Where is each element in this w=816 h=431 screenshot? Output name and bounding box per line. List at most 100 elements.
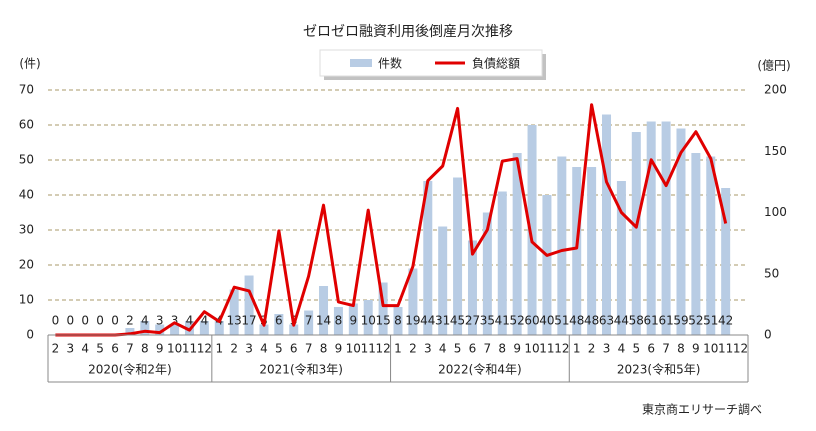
bar-value-label: 7 [305,314,313,328]
y2-tick-label: 200 [764,83,787,97]
x-tick-label: 9 [513,342,521,356]
bar-value-label: 45 [450,314,465,328]
bar [259,324,269,335]
bar-value-label: 15 [375,314,390,328]
bar-value-label: 52 [510,314,525,328]
y2-tick-label: 100 [764,205,787,219]
bar [572,167,582,335]
bar [497,191,507,335]
y2-tick-label: 150 [764,144,787,158]
y-tick-label: 10 [19,293,34,307]
bar [199,321,209,335]
bar-value-label: 40 [539,314,554,328]
bar [631,132,641,335]
x-tick-label: 5 [632,342,640,356]
bar-value-label: 4 [201,314,209,328]
bar-value-label: 13 [227,314,242,328]
bar-value-label: 0 [96,314,104,328]
bar-value-label: 44 [420,314,435,328]
x-tick-label: 1 [215,342,223,356]
x-tick-label: 2 [52,342,60,356]
x-tick-label: 11 [361,342,376,356]
bar-value-label: 61 [644,314,659,328]
x-tick-label: 6 [469,342,477,356]
y-tick-label: 50 [19,153,34,167]
bar-value-label: 19 [405,314,420,328]
bar-value-label: 6 [275,314,283,328]
x-tick-label: 4 [618,342,626,356]
x-tick-label: 6 [111,342,119,356]
bar [408,268,418,335]
bar [319,286,329,335]
x-tick-label: 4 [81,342,89,356]
bar-value-label: 0 [81,314,89,328]
x-tick-label: 3 [603,342,611,356]
bar [706,156,716,335]
group-label: 2022(令和4年) [438,362,522,377]
bar-value-label: 35 [480,314,495,328]
x-tick-label: 12 [197,342,212,356]
bar [423,181,433,335]
x-tick-label: 10 [346,342,361,356]
x-tick-label: 8 [498,342,506,356]
bar-value-label: 10 [361,314,376,328]
x-tick-label: 9 [692,342,700,356]
group-label: 2023(令和5年) [617,362,701,377]
y-axis-unit: (件) [19,57,40,71]
bar-value-label: 27 [465,314,480,328]
x-tick-label: 6 [290,342,298,356]
x-tick-label: 2 [409,342,417,356]
bar-value-label: 0 [52,314,60,328]
line-series [55,103,728,337]
x-tick-label: 5 [275,342,283,356]
bar [542,195,552,335]
bar [691,153,701,335]
bar-value-label: 48 [584,314,599,328]
y2-tick-label: 0 [764,328,772,342]
x-tick-label: 12 [554,342,569,356]
x-tick-label: 5 [454,342,462,356]
bar [661,121,671,335]
x-tick-label: 2 [230,342,238,356]
bar-value-label: 8 [394,314,402,328]
bar-value-label: 4 [186,314,194,328]
bar [348,303,358,335]
group-label: 2021(令和3年) [259,362,343,377]
bar-value-label: 9 [349,314,357,328]
bar [676,128,686,335]
bar-value-label: 17 [241,314,256,328]
bar [333,307,343,335]
chart-title: ゼロゼロ融資利用後倒産月次推移 [303,24,513,40]
x-tick-label: 7 [305,342,313,356]
bar [393,307,403,335]
y2-axis-unit: (億円) [757,59,790,73]
bar [229,289,239,335]
bar-value-label: 42 [718,314,733,328]
y-tick-label: 30 [19,223,34,237]
bar [274,314,284,335]
x-tick-label: 8 [320,342,328,356]
x-tick-label: 11 [182,342,197,356]
x-tick-label: 4 [260,342,268,356]
bar [170,324,180,335]
x-tick-label: 9 [156,342,164,356]
x-tick-label: 12 [375,342,390,356]
bar [527,125,537,335]
group-label: 2020(令和2年) [88,362,172,377]
x-tick-label: 7 [484,342,492,356]
bar [512,153,522,335]
x-tick-label: 1 [573,342,581,356]
bar [482,212,492,335]
x-tick-label: 1 [394,342,402,356]
x-tick-label: 8 [141,342,149,356]
bar-value-label: 0 [111,314,119,328]
bar [721,188,731,335]
bar [453,177,463,335]
bar-value-label: 4 [141,314,149,328]
y-tick-label: 70 [19,83,34,97]
bar [602,114,612,335]
bar [646,121,656,335]
bar-value-label: 14 [316,314,331,328]
source-note: 東京商エリサーチ調べ [642,402,762,417]
